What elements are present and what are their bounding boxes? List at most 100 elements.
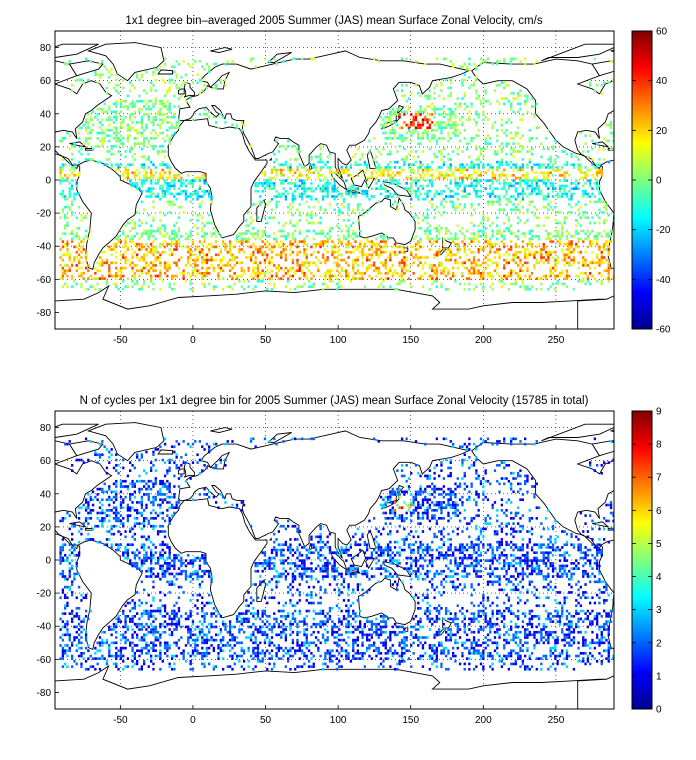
velocity-bin	[208, 115, 211, 119]
velocity-bin	[347, 242, 350, 246]
velocity-bin	[363, 171, 367, 175]
velocity-bin	[503, 187, 506, 190]
velocity-bin	[203, 113, 206, 116]
velocity-bin	[489, 192, 492, 196]
velocity-bin	[447, 123, 450, 127]
velocity-bin	[84, 129, 88, 132]
velocity-bin	[477, 195, 480, 198]
velocity-bin	[391, 107, 394, 111]
velocity-bin	[173, 248, 176, 251]
velocity-bin	[301, 197, 304, 201]
velocity-bin	[147, 245, 150, 249]
velocity-bin	[384, 168, 387, 172]
cycles-bin	[73, 636, 76, 639]
velocity-bin	[554, 187, 557, 190]
velocity-bin	[168, 115, 171, 119]
velocity-bin	[424, 216, 427, 220]
velocity-bin	[247, 269, 250, 273]
velocity-bin	[282, 174, 285, 177]
velocity-bin	[184, 264, 188, 267]
coastline	[541, 423, 614, 442]
velocity-bin	[510, 160, 513, 164]
velocity-bin	[80, 272, 83, 275]
velocity-bin	[173, 235, 176, 238]
velocity-bin	[122, 287, 125, 291]
velocity-bin	[424, 192, 427, 196]
velocity-bin	[607, 213, 610, 217]
velocity-bin	[110, 110, 113, 114]
velocity-bin	[440, 131, 443, 135]
velocity-bin	[609, 235, 613, 238]
velocity-bin	[359, 272, 362, 275]
velocity-bin	[505, 213, 508, 217]
velocity-bin	[414, 110, 418, 114]
velocity-bin	[170, 115, 174, 119]
velocity-bin	[112, 261, 116, 265]
velocity-bin	[119, 139, 123, 143]
velocity-bin	[563, 163, 566, 167]
velocity-bin	[117, 274, 120, 278]
cycles-bin	[73, 575, 76, 578]
velocity-bin	[405, 176, 408, 180]
cycles-bin	[66, 596, 69, 600]
velocity-bin	[349, 235, 353, 238]
velocity-bin	[554, 266, 557, 270]
velocity-bin	[479, 62, 483, 66]
velocity-bin	[468, 57, 471, 61]
velocity-bin	[203, 253, 206, 257]
velocity-bin	[496, 166, 499, 169]
velocity-bin	[194, 274, 197, 278]
velocity-bin	[324, 182, 327, 185]
velocity-bin	[589, 266, 592, 270]
velocity-bin	[477, 232, 480, 235]
velocity-bin	[419, 160, 422, 164]
velocity-bin	[359, 242, 362, 246]
velocity-bin	[152, 102, 155, 106]
velocity-bin	[589, 179, 592, 182]
velocity-bin	[347, 240, 350, 243]
velocity-bin	[379, 261, 383, 265]
velocity-bin	[547, 261, 550, 265]
velocity-bin	[607, 232, 610, 235]
velocity-bin	[389, 152, 392, 156]
velocity-bin	[98, 256, 102, 259]
velocity-bin	[533, 113, 536, 116]
velocity-bin	[301, 57, 304, 61]
velocity-bin	[456, 105, 459, 108]
velocity-bin	[61, 266, 65, 270]
velocity-bin	[568, 197, 571, 201]
velocity-bin	[584, 192, 587, 196]
velocity-bin	[352, 269, 355, 273]
velocity-bin	[233, 258, 236, 262]
velocity-bin	[284, 245, 288, 249]
velocity-bin	[544, 258, 548, 262]
y-tick-label: 40	[40, 109, 52, 120]
velocity-bin	[382, 237, 385, 241]
velocity-bin	[442, 121, 446, 124]
velocity-bin	[431, 205, 434, 209]
velocity-bin	[403, 256, 406, 259]
velocity-bin	[528, 250, 531, 254]
velocity-bin	[289, 203, 292, 206]
velocity-bin	[80, 282, 83, 286]
velocity-bin	[194, 60, 197, 63]
velocity-bin	[486, 219, 490, 222]
velocity-bin	[438, 229, 441, 233]
velocity-bin	[361, 189, 364, 193]
velocity-bin	[345, 171, 348, 175]
velocity-bin	[405, 137, 408, 140]
cycles-bin	[82, 596, 85, 600]
velocity-bin	[287, 166, 290, 169]
velocity-bin	[61, 192, 65, 196]
velocity-bin	[240, 129, 243, 132]
velocity-bin	[321, 174, 325, 177]
velocity-bin	[163, 229, 167, 233]
cycles-bin	[61, 556, 65, 560]
velocity-bin	[96, 282, 99, 286]
velocity-bin	[317, 176, 320, 180]
velocity-bin	[586, 245, 590, 249]
velocity-bin	[152, 105, 155, 108]
velocity-bin	[370, 171, 374, 175]
velocity-bin	[143, 266, 146, 270]
cycles-bin	[80, 593, 83, 597]
